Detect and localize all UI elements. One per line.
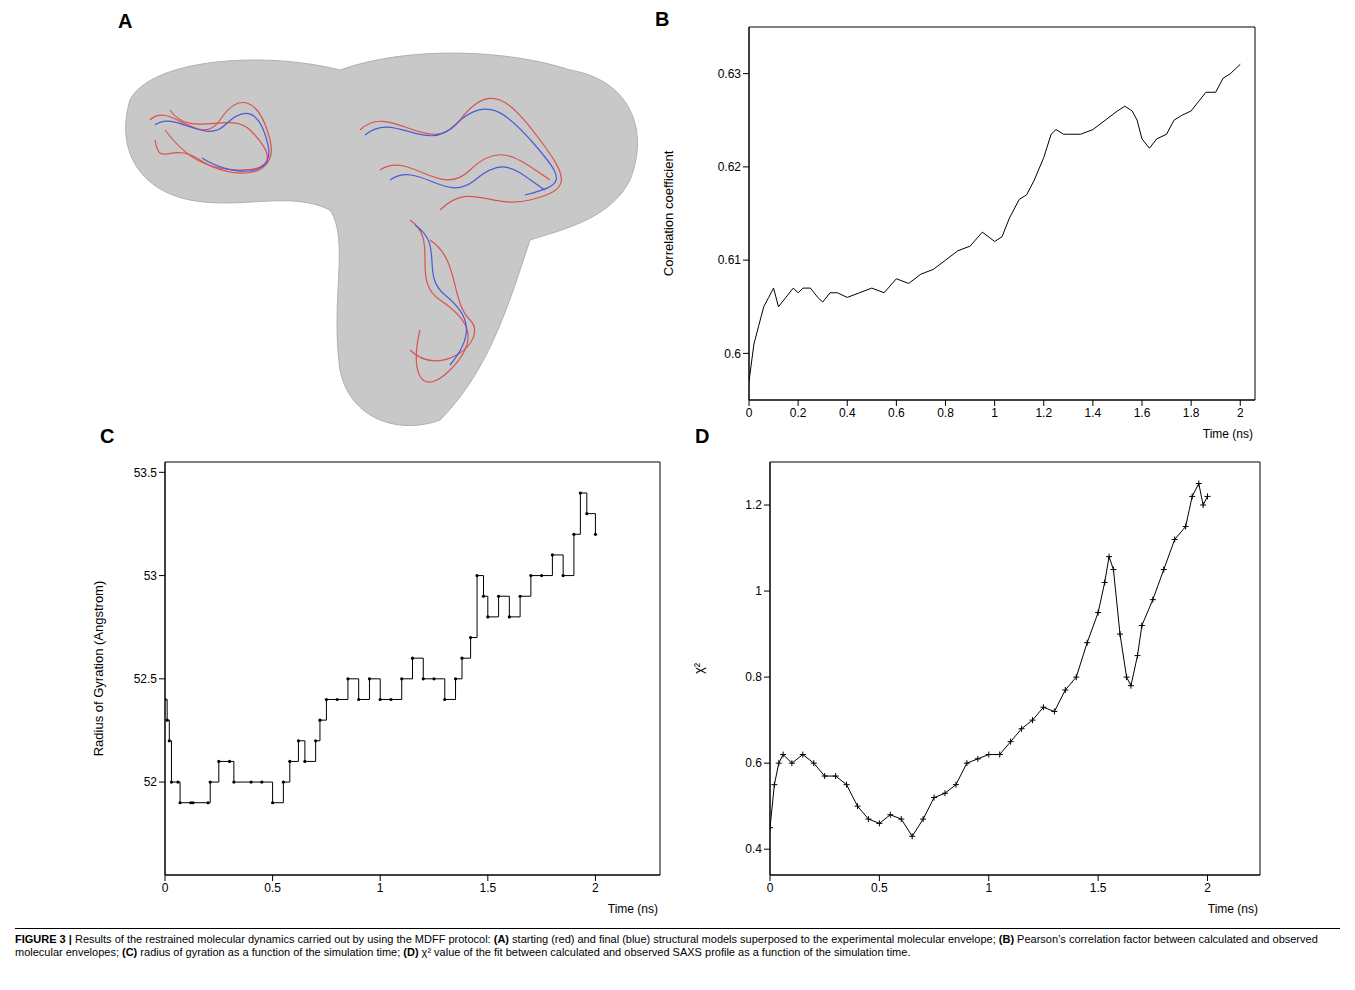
svg-text:1.5: 1.5 <box>479 881 496 895</box>
svg-text:1.4: 1.4 <box>1085 406 1102 420</box>
svg-text:0.63: 0.63 <box>718 67 742 81</box>
svg-text:0.8: 0.8 <box>745 670 762 684</box>
svg-text:1: 1 <box>755 584 762 598</box>
svg-text:0.8: 0.8 <box>937 406 954 420</box>
svg-text:1: 1 <box>985 881 992 895</box>
svg-text:Time (ns): Time (ns) <box>1208 902 1258 916</box>
svg-text:1.2: 1.2 <box>745 498 762 512</box>
html-text:A: A <box>118 10 133 32</box>
svg-text:0: 0 <box>162 881 169 895</box>
svg-text:0.62: 0.62 <box>718 160 742 174</box>
svg-text:1: 1 <box>377 881 384 895</box>
svg-text:1.6: 1.6 <box>1134 406 1151 420</box>
svg-text:Radius of Gyration (Angstrom): Radius of Gyration (Angstrom) <box>91 581 106 757</box>
html-text:D: D <box>695 425 710 447</box>
svg-text:0.6: 0.6 <box>888 406 905 420</box>
svg-text:52.5: 52.5 <box>134 672 158 686</box>
svg-text:0: 0 <box>767 881 774 895</box>
svg-text:0.5: 0.5 <box>871 881 888 895</box>
svg-text:1.5: 1.5 <box>1090 881 1107 895</box>
svg-text:χ²: χ² <box>691 662 706 674</box>
svg-text:0.6: 0.6 <box>745 756 762 770</box>
svg-text:2: 2 <box>1204 881 1211 895</box>
svg-text:53: 53 <box>144 569 158 583</box>
svg-text:0.2: 0.2 <box>790 406 807 420</box>
svg-text:1.8: 1.8 <box>1183 406 1200 420</box>
svg-text:0.4: 0.4 <box>745 842 762 856</box>
html-text:B: B <box>655 8 670 30</box>
svg-text:2: 2 <box>592 881 599 895</box>
svg-text:1: 1 <box>991 406 998 420</box>
svg-text:Correlation coefficient: Correlation coefficient <box>661 150 676 276</box>
svg-text:0.5: 0.5 <box>264 881 281 895</box>
svg-text:0.6: 0.6 <box>724 347 741 361</box>
svg-text:2: 2 <box>1237 406 1244 420</box>
svg-text:0: 0 <box>746 406 753 420</box>
svg-text:52: 52 <box>144 775 158 789</box>
svg-text:1.2: 1.2 <box>1035 406 1052 420</box>
svg-text:0.61: 0.61 <box>718 253 742 267</box>
svg-text:0.4: 0.4 <box>839 406 856 420</box>
svg-text:Time (ns): Time (ns) <box>608 902 658 916</box>
html-text:C: C <box>100 425 115 447</box>
svg-text:53.5: 53.5 <box>134 466 158 480</box>
svg-text:Time (ns): Time (ns) <box>1203 427 1253 441</box>
html-text:FIGURE 3 | Results of the rest: FIGURE 3 | Results of the restrained mol… <box>15 933 1318 958</box>
